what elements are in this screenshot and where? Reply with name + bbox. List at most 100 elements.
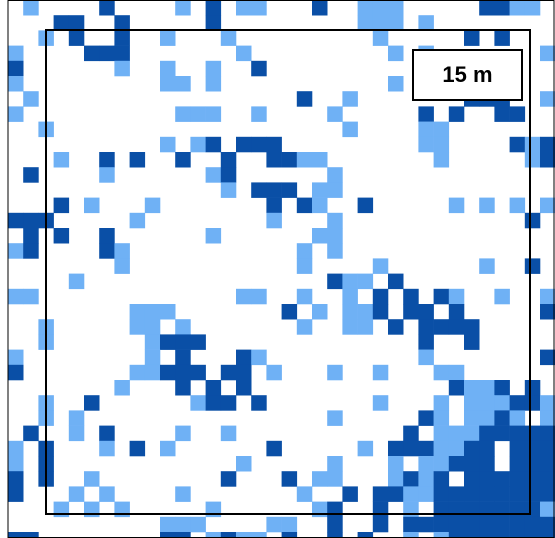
grid-cell bbox=[525, 0, 541, 16]
grid-cell bbox=[418, 122, 434, 138]
grid-cell bbox=[8, 243, 24, 259]
grid-cell bbox=[130, 319, 146, 335]
grid-cell bbox=[69, 410, 85, 426]
grid-cell bbox=[358, 319, 374, 335]
grid-cell bbox=[373, 258, 389, 274]
grid-cell bbox=[540, 395, 555, 411]
grid-cell bbox=[145, 334, 161, 350]
grid-cell bbox=[388, 486, 404, 502]
grid-cell bbox=[23, 91, 39, 107]
grid-cell bbox=[251, 137, 267, 153]
grid-cell bbox=[510, 395, 525, 411]
grid-cell bbox=[297, 152, 313, 168]
grid-cell bbox=[297, 198, 313, 214]
grid-cell bbox=[449, 441, 465, 457]
grid-cell bbox=[479, 426, 495, 442]
grid-cell bbox=[206, 76, 222, 92]
grid-cell bbox=[510, 0, 525, 16]
grid-cell bbox=[479, 410, 495, 426]
grid-cell bbox=[8, 486, 24, 502]
grid-cell bbox=[494, 380, 510, 396]
grid-cell bbox=[206, 137, 222, 153]
grid-cell bbox=[418, 517, 434, 533]
grid-cell bbox=[434, 122, 450, 138]
grid-cell bbox=[99, 46, 115, 62]
grid-cell bbox=[373, 30, 389, 46]
grid-cell bbox=[114, 15, 129, 31]
grid-cell bbox=[175, 365, 191, 381]
grid-cell bbox=[266, 182, 282, 198]
grid-cell bbox=[160, 517, 176, 533]
grid-cell bbox=[418, 350, 434, 366]
grid-cell bbox=[479, 198, 495, 214]
grid-cell bbox=[434, 486, 450, 502]
grid-cell bbox=[540, 441, 555, 457]
grid-cell bbox=[327, 274, 343, 290]
grid-cell bbox=[145, 304, 161, 320]
grid-cell bbox=[510, 426, 525, 442]
grid-cell bbox=[221, 426, 237, 442]
grid-cell bbox=[221, 30, 237, 46]
grid-cell bbox=[373, 0, 389, 16]
grid-cell bbox=[266, 137, 282, 153]
grid-cell bbox=[297, 258, 313, 274]
grid-cell bbox=[206, 15, 222, 31]
grid-cell bbox=[373, 486, 389, 502]
grid-cell bbox=[160, 365, 176, 381]
grid-cell bbox=[418, 441, 434, 457]
grid-cell bbox=[464, 426, 480, 442]
grid-cell bbox=[99, 152, 115, 168]
grid-cell bbox=[540, 152, 555, 168]
grid-cell bbox=[8, 350, 24, 366]
grid-cell bbox=[99, 0, 115, 16]
grid-cell bbox=[540, 289, 555, 305]
grid-cell bbox=[510, 471, 525, 487]
grid-cell bbox=[403, 441, 419, 457]
grid-cell bbox=[266, 365, 282, 381]
grid-cell bbox=[449, 365, 465, 381]
grid-cell bbox=[479, 456, 495, 472]
grid-cell bbox=[8, 76, 24, 92]
grid-cell bbox=[114, 30, 129, 46]
grid-cell bbox=[175, 0, 191, 16]
grid-cell bbox=[99, 228, 115, 244]
grid-cell bbox=[434, 365, 450, 381]
grid-cell bbox=[449, 304, 465, 320]
grid-cell bbox=[297, 319, 313, 335]
grid-cell bbox=[494, 289, 510, 305]
grid-cell bbox=[160, 137, 176, 153]
grid-cell bbox=[282, 182, 298, 198]
grid-cell bbox=[540, 517, 555, 533]
grid-cell bbox=[540, 426, 555, 442]
grid-cell bbox=[312, 471, 328, 487]
grid-cell bbox=[525, 441, 541, 457]
grid-cell bbox=[175, 334, 191, 350]
grid-cell bbox=[449, 289, 465, 305]
grid-cell bbox=[130, 441, 146, 457]
grid-cell bbox=[540, 198, 555, 214]
grid-cell bbox=[236, 350, 252, 366]
grid-cell bbox=[510, 410, 525, 426]
grid-cell bbox=[114, 61, 129, 77]
grid-cell bbox=[525, 456, 541, 472]
grid-cell bbox=[388, 0, 404, 16]
grid-cell bbox=[449, 517, 465, 533]
grid-cell bbox=[525, 258, 541, 274]
grid-cell bbox=[525, 137, 541, 153]
grid-cell bbox=[312, 182, 328, 198]
grid-cell bbox=[540, 502, 555, 517]
grid-cell bbox=[175, 350, 191, 366]
grid-cell bbox=[342, 304, 358, 320]
grid-cell bbox=[358, 198, 374, 214]
grid-cell bbox=[266, 517, 282, 533]
grid-cell bbox=[327, 167, 343, 183]
grid-cell bbox=[206, 61, 222, 77]
grid-cell bbox=[479, 517, 495, 533]
grid-cell bbox=[54, 228, 70, 244]
grid-cell bbox=[221, 365, 237, 381]
grid-cell bbox=[312, 304, 328, 320]
grid-cell bbox=[8, 441, 24, 457]
grid-cell bbox=[8, 289, 24, 305]
grid-cell bbox=[327, 106, 343, 122]
grid-cell bbox=[449, 198, 465, 214]
